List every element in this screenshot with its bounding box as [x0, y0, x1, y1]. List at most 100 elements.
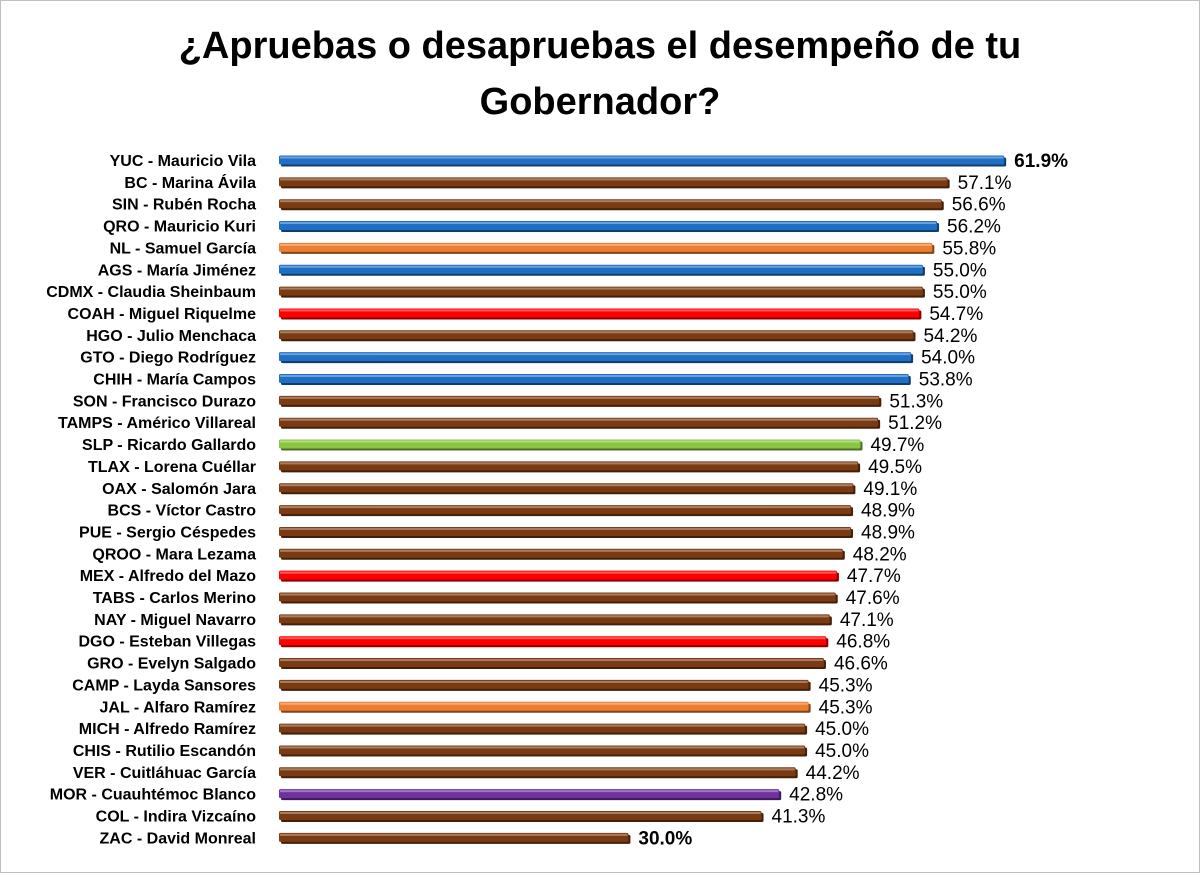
value-label: 54.7% [929, 304, 983, 325]
category-label: QROO - Mara Lezama [92, 546, 256, 563]
bar [279, 199, 942, 209]
bar [279, 636, 827, 646]
value-label: 44.2% [806, 763, 860, 784]
bar [279, 308, 920, 318]
value-label-group: 61.9%57.1%56.6%56.2%55.8%55.0%55.0%54.7%… [638, 151, 1068, 849]
bar-highlight [280, 571, 836, 574]
category-label: NAY - Miguel Navarro [94, 612, 256, 629]
bar-highlight [280, 724, 805, 727]
bar-highlight [280, 200, 941, 203]
chart-title-line-1: ¿Apruebas o desapruebas el desempeño de … [178, 25, 1022, 67]
bar [279, 811, 762, 820]
bar-highlight [280, 309, 919, 312]
bar-highlight [280, 243, 932, 246]
bar [279, 439, 861, 449]
value-label: 30.0% [638, 828, 692, 849]
value-label: 51.2% [888, 413, 942, 434]
bar-highlight [280, 637, 826, 640]
bar [279, 221, 938, 231]
value-label: 45.3% [819, 697, 873, 718]
value-label: 47.7% [847, 566, 901, 587]
bar-highlight [280, 746, 805, 749]
value-label: 45.0% [815, 719, 869, 740]
value-label: 55.8% [942, 238, 996, 259]
bar-highlight [280, 462, 858, 465]
bar [279, 395, 880, 405]
value-label: 48.9% [861, 522, 915, 543]
value-label: 56.6% [952, 195, 1006, 216]
bar-highlight [280, 680, 808, 683]
value-label: 57.1% [958, 173, 1012, 194]
value-label: 51.3% [889, 391, 943, 412]
value-label: 49.1% [863, 479, 917, 500]
value-label: 61.9% [1014, 151, 1068, 172]
bar-highlight [280, 659, 823, 662]
value-label: 46.8% [836, 632, 890, 653]
value-label: 47.6% [846, 588, 900, 609]
chart-title-line-2: Gobernador? [479, 81, 721, 123]
bar [279, 614, 830, 624]
category-label: ZAC - David Monreal [100, 830, 256, 847]
bar [279, 789, 780, 799]
bar [279, 592, 836, 602]
bar-highlight [280, 353, 911, 356]
value-label: 42.8% [789, 785, 843, 806]
bar-highlight [280, 484, 853, 487]
bar [279, 570, 837, 580]
value-label: 41.3% [772, 807, 826, 828]
bar [279, 548, 843, 558]
bar [279, 286, 923, 296]
category-label: AGS - María Jiménez [98, 262, 256, 279]
bar [279, 483, 854, 493]
bar [279, 658, 824, 668]
chart-title: ¿Apruebas o desapruebas el desempeño de … [0, 18, 1200, 130]
bar-highlight [280, 156, 1004, 159]
bar-highlight [280, 331, 913, 334]
bar-highlight [280, 833, 628, 836]
value-label: 46.6% [834, 654, 888, 675]
category-label: CDMX - Claudia Sheinbaum [46, 284, 256, 301]
bar-highlight [280, 506, 851, 509]
bar [279, 679, 809, 689]
bar [279, 461, 859, 471]
category-label: QRO - Mauricio Kuri [103, 219, 256, 236]
category-label: MOR - Cuauhtémoc Blanco [50, 787, 256, 804]
bar [279, 264, 923, 274]
category-label: SON - Francisco Durazo [73, 393, 256, 410]
bar-highlight [280, 593, 835, 596]
bar-group [279, 155, 1007, 844]
bar [279, 745, 806, 755]
bar-highlight [280, 527, 851, 530]
bar [279, 723, 806, 733]
bar-highlight [280, 615, 829, 618]
bar-highlight [280, 287, 922, 290]
value-label: 45.3% [819, 675, 873, 696]
bar-highlight [280, 702, 808, 705]
bar [279, 767, 796, 777]
bar [279, 832, 629, 842]
value-label: 47.1% [840, 610, 894, 631]
bar-highlight [280, 440, 860, 443]
bar-highlight [280, 812, 761, 814]
value-label: 56.2% [947, 217, 1001, 238]
bar [279, 242, 933, 252]
bar-highlight [280, 265, 922, 268]
bar [279, 374, 909, 383]
category-label: JAL - Alfaro Ramírez [100, 699, 256, 716]
category-label: TAMPS - Américo Villareal [58, 415, 256, 432]
bar [279, 417, 879, 427]
category-label: SLP - Ricardo Gallardo [82, 437, 256, 454]
bar [279, 330, 914, 340]
value-label: 54.0% [921, 348, 975, 369]
category-label: CAMP - Layda Sansores [72, 677, 256, 694]
value-label: 48.9% [861, 501, 915, 522]
bar [279, 155, 1005, 165]
category-label: BC - Marina Ávila [124, 173, 256, 192]
value-label: 48.2% [853, 544, 907, 565]
category-label: OAX - Salomón Jara [102, 481, 256, 498]
category-label: MICH - Alfredo Ramírez [79, 721, 256, 738]
bar-highlight [280, 549, 842, 552]
category-label: SIN - Rubén Rocha [112, 197, 256, 214]
category-label: YUC - Mauricio Vila [110, 153, 257, 170]
